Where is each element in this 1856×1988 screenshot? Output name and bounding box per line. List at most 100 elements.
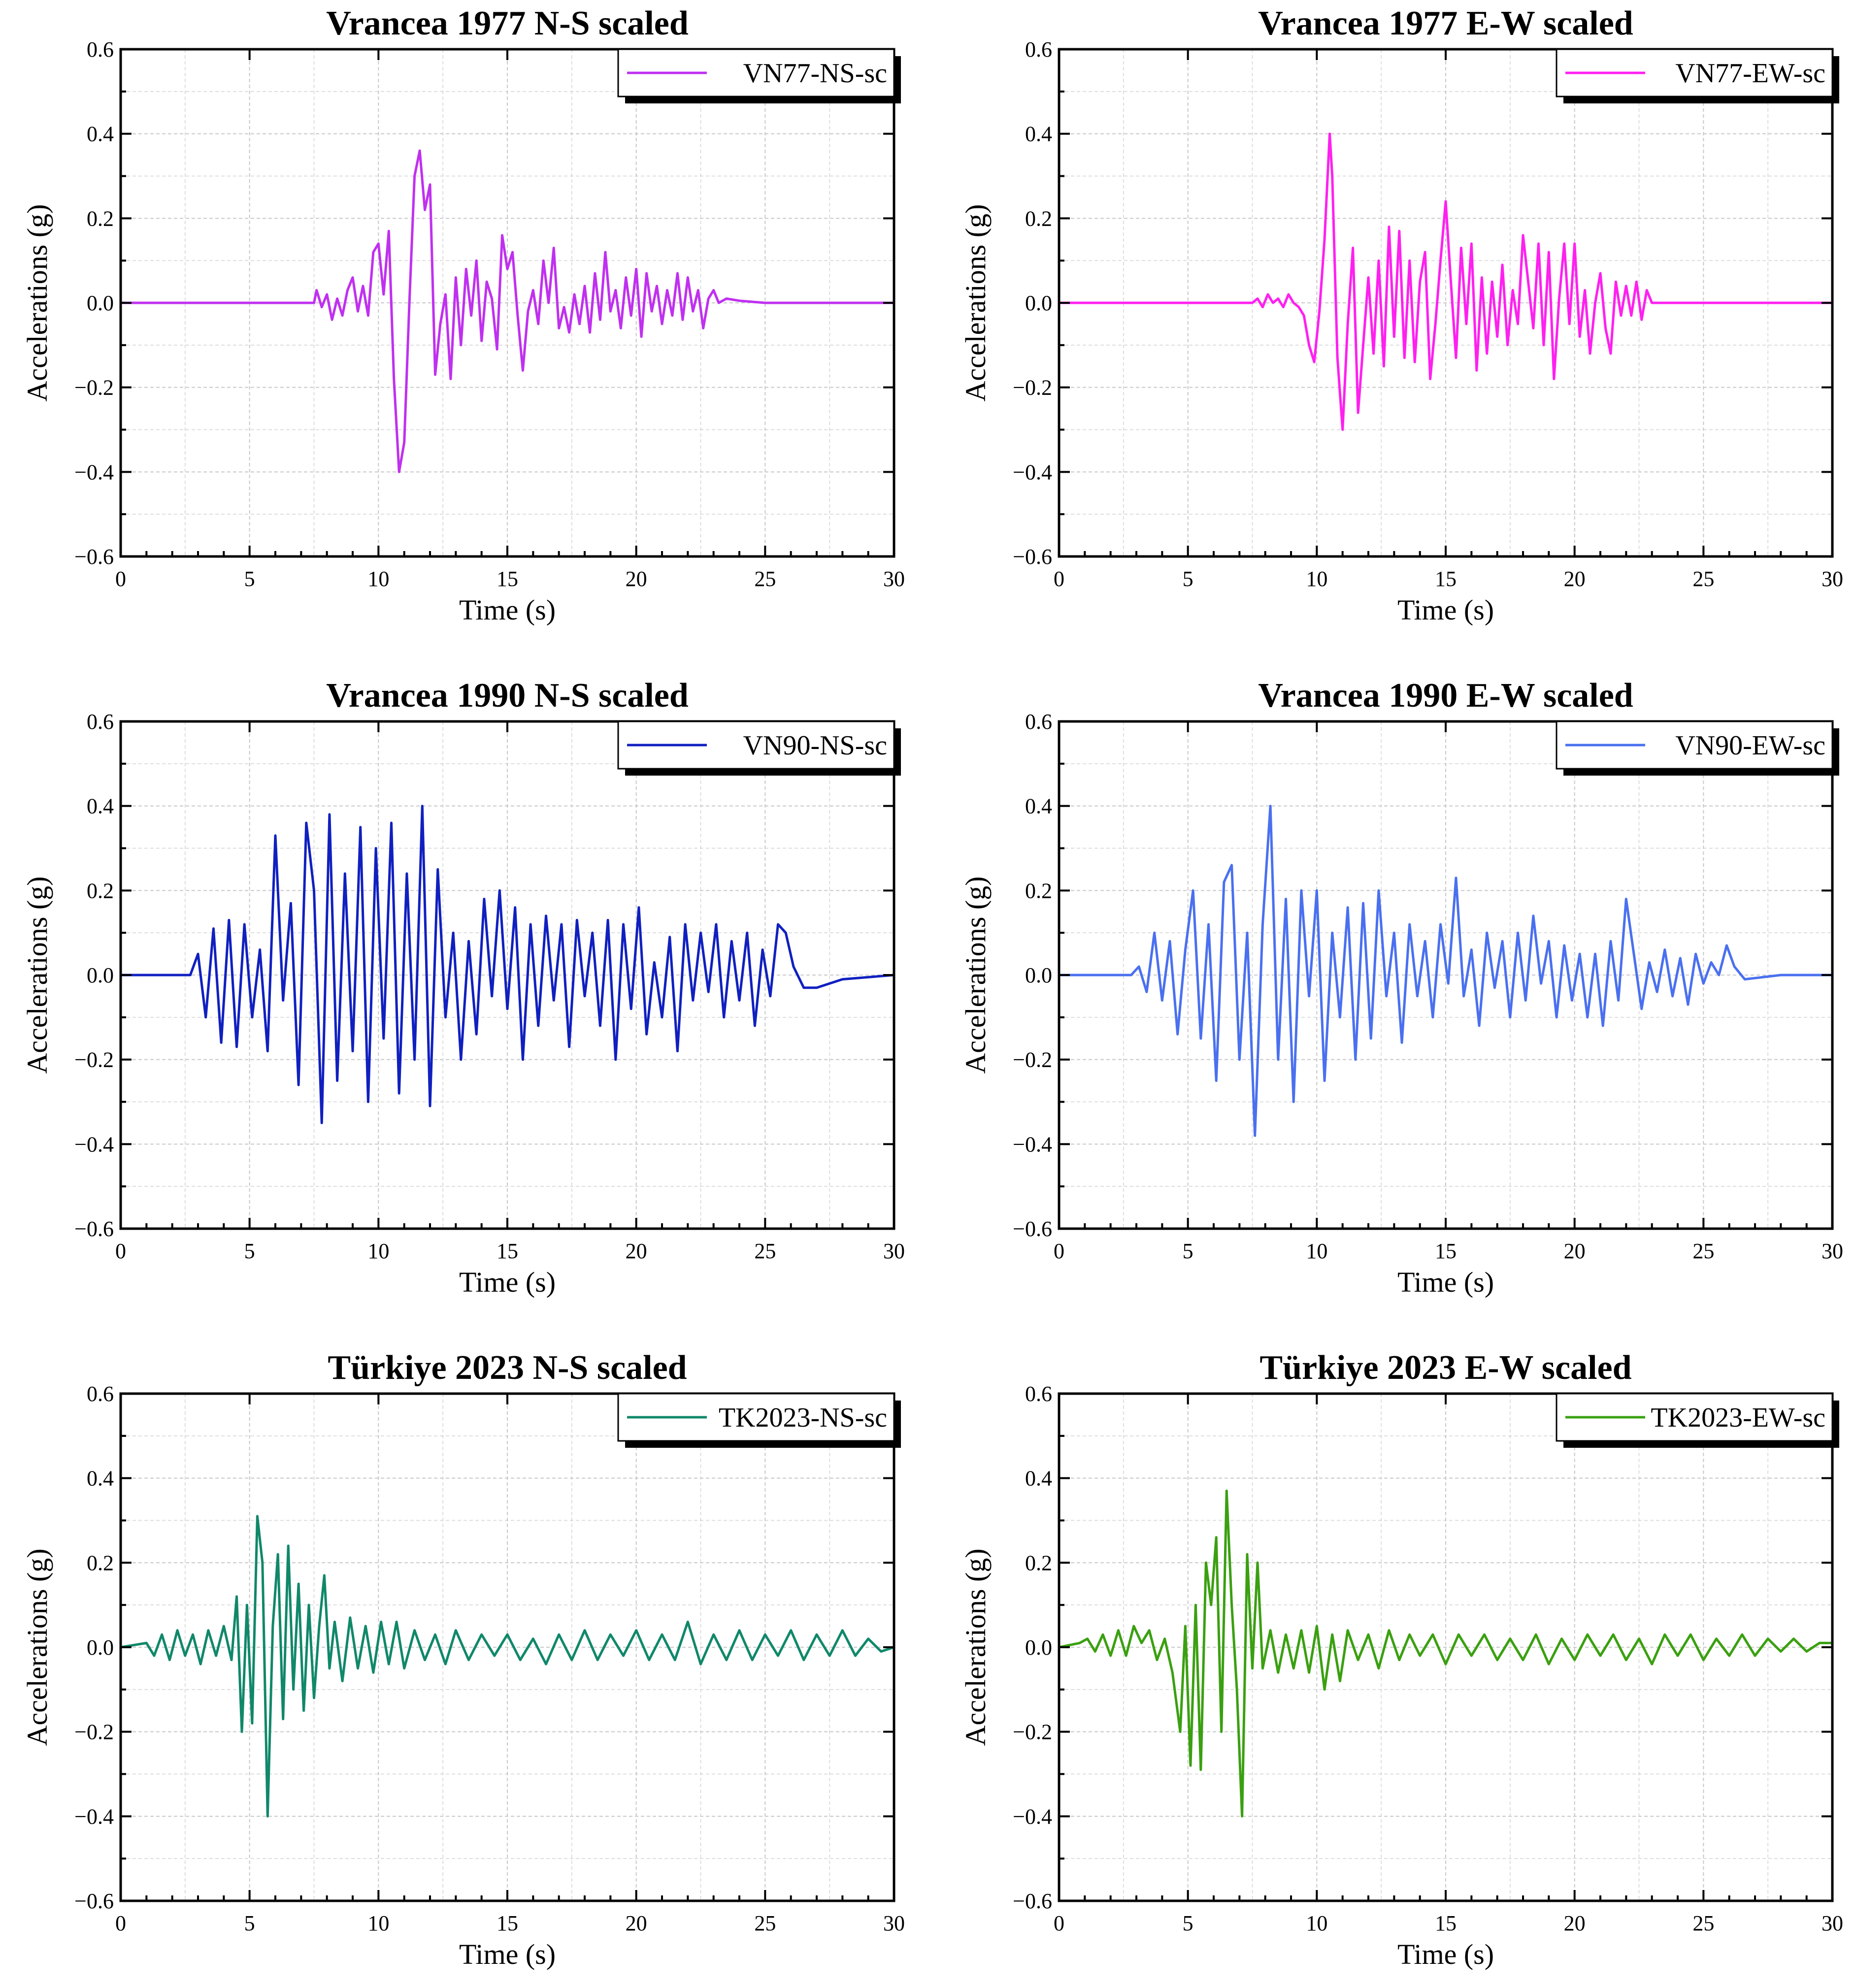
x-tick-label: 5 — [1183, 567, 1193, 591]
legend-label: VN90-EW-sc — [1675, 730, 1825, 761]
y-tick-label: −0.6 — [74, 1889, 114, 1913]
y-tick-label: 0.0 — [1025, 963, 1052, 987]
x-tick-label: 30 — [1822, 1239, 1843, 1263]
y-axis-label: Accelerations (g) — [960, 877, 992, 1074]
grid — [120, 721, 895, 1229]
x-tick-label: 10 — [1306, 567, 1327, 591]
y-tick-label: −0.2 — [74, 376, 114, 400]
y-tick-label: −0.6 — [74, 1217, 114, 1241]
chart-panel-3: Vrancea 1990 N-S scaled 0 5 10 15 20 25 30 −0.6 −… — [21, 677, 905, 1298]
y-tick-label: 0.4 — [87, 122, 114, 146]
y-tick-label: 0.2 — [1025, 1551, 1052, 1575]
x-tick-label: 20 — [626, 1239, 647, 1263]
x-tick-label: 10 — [1306, 1911, 1327, 1935]
legend: TK2023-NS-sc — [617, 1393, 901, 1448]
x-tick-label: 15 — [497, 1239, 518, 1263]
y-tick-label: −0.4 — [74, 1804, 114, 1828]
grid — [120, 1393, 895, 1901]
x-tick-label: 25 — [1692, 1911, 1714, 1935]
x-tick-label: 5 — [244, 1911, 255, 1935]
y-tick-label: 0.4 — [87, 794, 114, 818]
x-tick-label: 25 — [754, 567, 776, 591]
legend-label: TK2023-NS-sc — [719, 1402, 887, 1433]
legend: VN77-EW-sc — [1556, 48, 1839, 103]
x-tick-label: 25 — [754, 1911, 776, 1935]
y-tick-label: 0.4 — [87, 1467, 114, 1491]
x-tick-label: 15 — [1435, 1911, 1457, 1935]
y-tick-label: 0.0 — [87, 1635, 114, 1660]
x-tick-label: 15 — [1435, 567, 1457, 591]
y-tick-label: −0.4 — [74, 1132, 114, 1156]
x-tick-label: 30 — [1822, 567, 1843, 591]
x-tick-label: 15 — [497, 567, 518, 591]
y-tick-label: 0.0 — [1025, 291, 1052, 315]
x-tick-label: 30 — [883, 567, 905, 591]
y-tick-label: 0.2 — [87, 206, 114, 230]
y-tick-label: 0.2 — [87, 879, 114, 903]
y-tick-label: 0.6 — [87, 37, 114, 62]
x-tick-label: 15 — [1435, 1239, 1457, 1263]
y-tick-label: −0.4 — [1013, 1132, 1052, 1156]
legend-label: VN90-NS-sc — [743, 730, 887, 761]
y-tick-label: −0.4 — [74, 460, 114, 484]
x-tick-label: 10 — [1306, 1239, 1327, 1263]
y-tick-label: 0.0 — [87, 963, 114, 987]
y-tick-label: −0.6 — [1013, 545, 1052, 569]
legend: TK2023-EW-sc — [1556, 1393, 1839, 1448]
series-line-TK2023-EW-sc — [1059, 1489, 1832, 1818]
y-axis-label: Accelerations (g) — [960, 204, 992, 402]
y-tick-label: −0.4 — [1013, 1804, 1052, 1828]
x-axis-label: Time (s) — [459, 594, 556, 626]
x-tick-label: 5 — [244, 1239, 255, 1263]
x-tick-label: 30 — [883, 1911, 905, 1935]
y-tick-label: −0.2 — [74, 1048, 114, 1072]
legend-label: VN77-NS-sc — [743, 58, 887, 89]
chart-title: Vrancea 1977 E-W scaled — [1258, 4, 1633, 42]
chart-panel-5: Türkiye 2023 N-S scaled 0 5 10 15 20 25 30 −0.6 −… — [21, 1349, 905, 1970]
y-tick-label: 0.0 — [87, 291, 114, 315]
x-tick-label: 20 — [1564, 567, 1586, 591]
x-axis-label: Time (s) — [1397, 1266, 1494, 1298]
chart-panel-2: Vrancea 1977 E-W scaled 0 5 10 15 20 25 30 −0.6 −… — [960, 4, 1843, 626]
x-tick-label: 10 — [367, 1911, 389, 1935]
y-tick-label: 0.6 — [1025, 710, 1052, 734]
x-tick-label: 20 — [1564, 1911, 1586, 1935]
x-tick-label: 0 — [1054, 1911, 1064, 1935]
chart-panel-6: Türkiye 2023 E-W scaled 0 5 10 15 20 25 30 −0.6 −… — [960, 1349, 1843, 1970]
legend: VN90-EW-sc — [1556, 720, 1839, 776]
y-axis-label: Accelerations (g) — [960, 1549, 992, 1746]
legend: VN90-NS-sc — [617, 720, 901, 776]
y-tick-label: 0.6 — [1025, 1382, 1052, 1406]
chart-title: Türkiye 2023 E-W scaled — [1259, 1349, 1631, 1387]
legend: VN77-NS-sc — [617, 48, 901, 103]
x-tick-label: 0 — [115, 1239, 126, 1263]
grid — [1059, 1393, 1833, 1901]
y-tick-label: 0.4 — [1025, 1467, 1052, 1491]
x-tick-label: 5 — [244, 567, 255, 591]
y-tick-label: −0.2 — [1013, 376, 1052, 400]
chart-title: Vrancea 1977 N-S scaled — [326, 4, 689, 42]
y-tick-label: 0.4 — [1025, 122, 1052, 146]
legend-label: TK2023-EW-sc — [1651, 1402, 1825, 1433]
series-line-VN77-EW-sc — [1059, 132, 1832, 431]
y-tick-label: 0.6 — [87, 710, 114, 734]
x-tick-label: 20 — [1564, 1239, 1586, 1263]
x-axis-label: Time (s) — [459, 1266, 556, 1298]
x-tick-label: 0 — [1054, 1239, 1064, 1263]
y-tick-label: 0.4 — [1025, 794, 1052, 818]
y-tick-label: −0.2 — [1013, 1720, 1052, 1744]
y-tick-label: −0.6 — [1013, 1217, 1052, 1241]
chart-title: Vrancea 1990 N-S scaled — [326, 677, 689, 715]
x-tick-label: 30 — [883, 1239, 905, 1263]
x-axis-label: Time (s) — [1397, 594, 1494, 626]
x-axis-label: Time (s) — [1397, 1938, 1494, 1970]
series-line-TK2023-NS-sc — [120, 1515, 895, 1818]
grid — [1059, 721, 1833, 1229]
y-tick-label: −0.4 — [1013, 460, 1052, 484]
series-line-VN90-EW-sc — [1059, 805, 1832, 1137]
y-tick-label: 0.2 — [87, 1551, 114, 1575]
y-tick-label: 0.2 — [1025, 206, 1052, 230]
x-tick-label: 0 — [115, 1911, 126, 1935]
x-tick-label: 25 — [1692, 567, 1714, 591]
